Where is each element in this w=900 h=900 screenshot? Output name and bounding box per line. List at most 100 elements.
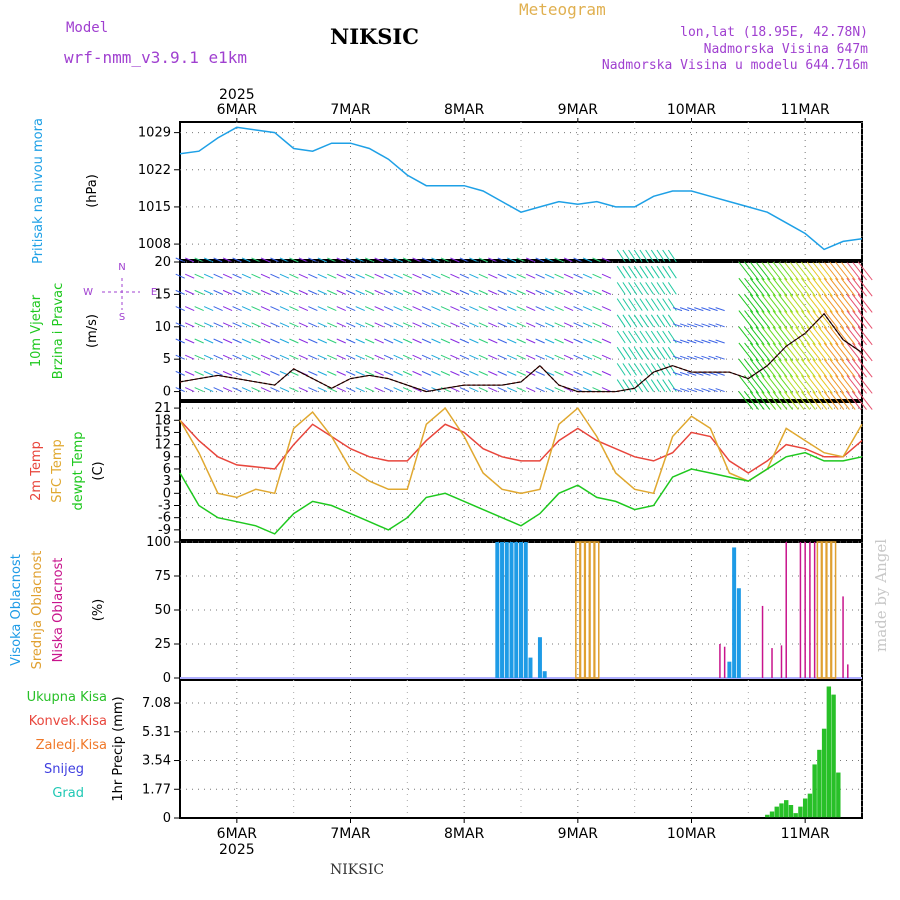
wind-arrow [628,314,637,328]
wind-arrow [582,306,593,312]
wind-arrow [544,338,555,344]
wind-arrow [213,387,223,393]
wind-arrow [459,273,470,279]
wind-arrow [544,354,555,360]
wind-arrow [650,298,660,311]
wind-arrow [857,326,873,346]
wind-arrow [488,338,498,344]
wind-arrow [526,338,536,344]
wind-arrow [185,257,195,263]
wind-arrow [715,355,725,360]
wind-arrow [175,370,185,376]
wind-arrow [650,330,660,344]
wind-arrow [628,282,637,295]
wind-arrow [667,265,677,279]
wind-arrow [241,289,252,295]
wind-arrow [469,273,479,279]
wind-arrow [835,294,850,313]
wind-arrow [662,314,672,328]
wind-arrow [687,355,697,360]
temp-2m-line [179,419,863,474]
wind-arrow [662,346,672,360]
wind-arrow [694,371,704,376]
wind-arrow [738,391,754,410]
wind-arrow [251,257,261,263]
wind-arrow [679,355,690,360]
x-date-label-top: 9MAR [558,102,599,118]
wind-arrow [203,306,214,312]
wind-arrow [175,354,185,360]
wind-arrow [708,323,718,328]
wind-arrow [393,387,403,393]
wind-arrow [222,354,233,360]
wind-arrow [645,298,655,311]
mid-cloud-bar [584,541,591,679]
wind-arrow [222,387,233,393]
wind-arrow [789,277,805,297]
wind-arrow [633,330,643,344]
wind-arrow [412,289,422,295]
wind-arrow [672,388,683,393]
wind-arrow [554,273,564,279]
mid-cloud-bar [594,541,600,679]
wind-arrow [744,358,759,378]
wind-arrow [298,322,309,328]
wind-arrow [818,294,833,313]
wind-arrow [639,330,649,344]
wind-arrow [478,289,489,295]
high-cloud-bar [495,542,500,678]
y-tick-label: -3 [158,499,171,514]
cloud-ylabel-0: Visoka Oblacnost [9,554,24,666]
wind-arrow [778,277,794,297]
wind-arrow [789,375,805,394]
wind-arrow [440,322,451,328]
wind-arrow [616,298,626,311]
wind-arrow [383,306,394,312]
wind-arrow [846,310,862,329]
wind-arrow [194,387,204,393]
panel-frame-precipitation [179,679,863,819]
high-cloud-bar [523,542,528,678]
wind-arrow [402,289,413,295]
wind-arrow [708,355,718,360]
wind-arrow [846,326,862,346]
wind-arrow [744,294,759,313]
x-date-label-bottom: 11MAR [781,826,830,842]
wind-arrow [755,261,771,281]
wind-arrow [327,338,337,344]
wind-arrow [364,322,375,328]
y-tick-label: 20 [154,255,171,270]
wind-arrow [806,375,822,394]
temp-ylabel-2: dewpt Temp [71,431,86,510]
wind-arrow [800,294,816,313]
wind-arrow [507,322,517,328]
wind-arrow [789,342,805,362]
wind-arrow [650,265,660,279]
wind-arrow [744,391,759,410]
wind-arrow [639,346,649,360]
wind-arrow [738,294,754,313]
wind-arrow [857,342,873,362]
high-cloud-bar [509,542,514,678]
wind-arrow [701,307,711,312]
wind-arrow [488,306,498,312]
wind-arrow [251,273,261,279]
wind-arrow [650,314,660,328]
wind-arrow [412,273,422,279]
y-tick-label: 0 [163,486,171,501]
wind-arrow [761,391,776,410]
pressure-line [179,126,863,251]
wind-arrow [412,387,422,393]
wind-arrow [789,391,805,410]
wind-arrow [766,326,782,346]
wind-arrow [185,338,195,344]
wind-arrow [213,338,223,344]
wind-arrow [554,257,564,263]
wind-arrow [687,371,697,376]
wind-arrow [526,273,536,279]
y-tick-label: 0 [163,811,171,826]
wind-arrow [260,257,271,263]
wind-arrow [203,273,214,279]
wind-arrow [829,358,845,378]
wind-arrow [488,257,498,263]
